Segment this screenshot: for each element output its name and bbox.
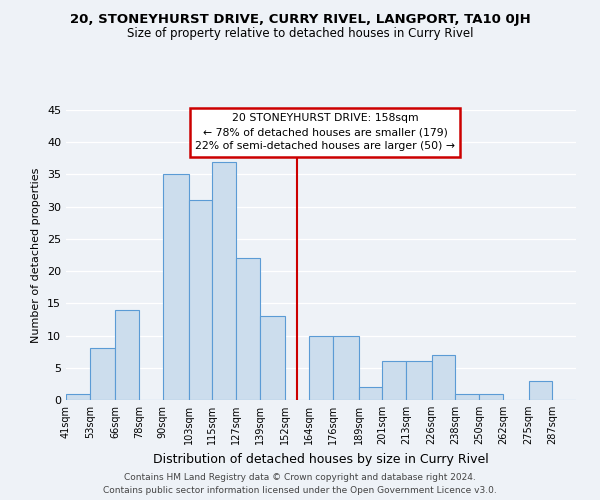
Bar [260, 316, 286, 400]
Bar [359, 387, 382, 400]
X-axis label: Distribution of detached houses by size in Curry Rivel: Distribution of detached houses by size … [153, 452, 489, 466]
Text: 20, STONEYHURST DRIVE, CURRY RIVEL, LANGPORT, TA10 0JH: 20, STONEYHURST DRIVE, CURRY RIVEL, LANG… [70, 12, 530, 26]
Bar [236, 258, 260, 400]
Text: Contains HM Land Registry data © Crown copyright and database right 2024.: Contains HM Land Registry data © Crown c… [124, 474, 476, 482]
Y-axis label: Number of detached properties: Number of detached properties [31, 168, 41, 342]
Bar [455, 394, 479, 400]
Bar [188, 200, 212, 400]
Bar [333, 336, 359, 400]
Bar [406, 362, 431, 400]
Text: Contains public sector information licensed under the Open Government Licence v3: Contains public sector information licen… [103, 486, 497, 495]
Bar [163, 174, 188, 400]
Text: 20 STONEYHURST DRIVE: 158sqm
← 78% of detached houses are smaller (179)
22% of s: 20 STONEYHURST DRIVE: 158sqm ← 78% of de… [195, 113, 455, 151]
Bar [212, 162, 236, 400]
Bar [431, 355, 455, 400]
Bar [90, 348, 115, 400]
Bar [529, 380, 552, 400]
Bar [66, 394, 90, 400]
Bar [382, 362, 406, 400]
Bar [115, 310, 139, 400]
Bar [479, 394, 503, 400]
Text: Size of property relative to detached houses in Curry Rivel: Size of property relative to detached ho… [127, 28, 473, 40]
Bar [309, 336, 333, 400]
